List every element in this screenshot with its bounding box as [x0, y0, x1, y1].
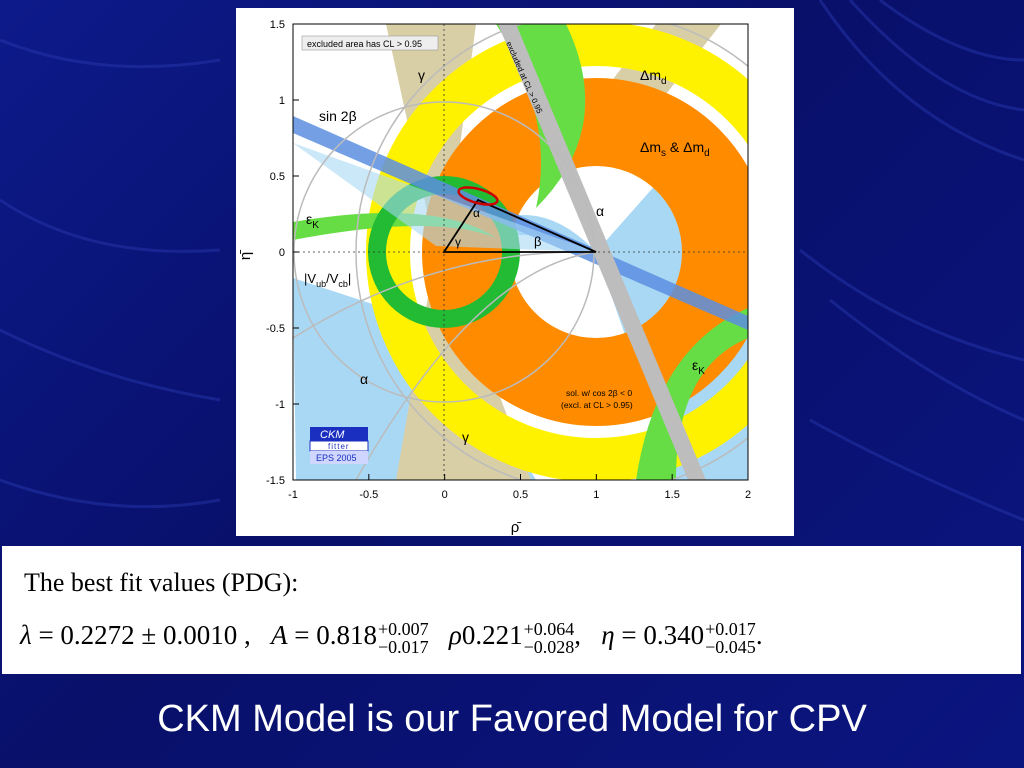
x-axis-label: ρ̄: [511, 519, 522, 536]
excluded-note: excluded area has CL > 0.95: [307, 39, 422, 49]
label-gamma-bottom: γ: [462, 429, 469, 445]
x-tick-label: 0: [442, 489, 448, 501]
x-tick-label: 0.5: [513, 489, 528, 501]
x-tick-label: 2: [745, 489, 751, 501]
rho-errors: +0.064 −0.028: [523, 619, 575, 657]
label-epsk-left: εK: [306, 211, 319, 231]
label-sol-line1: sol. w/ cos 2β < 0: [566, 388, 632, 398]
y-tick-label: 1: [279, 95, 285, 107]
y-axis-ticks: 1.5 1 0.5 0 -0.5 -1 -1.5: [266, 19, 299, 487]
x-tick-label: -0.5: [359, 489, 378, 501]
excluded-note-box: [301, 35, 439, 51]
svg-text:fitter: fitter: [328, 442, 350, 451]
label-gamma-top: γ: [418, 67, 425, 83]
sin2beta-band: [293, 116, 748, 330]
y-tick-label: 1.5: [270, 19, 285, 31]
best-fit-values-box: The best fit values (PDG): λ = 0.2272 ± …: [2, 546, 1021, 674]
a-symbol: A: [271, 620, 288, 651]
sin2beta-band-2: [293, 143, 596, 252]
unitarity-triangle: [442, 198, 597, 253]
label-sol-line2: (excl. at CL > 0.95): [561, 400, 633, 410]
rho-symbol: ρ: [448, 620, 462, 651]
fit-equation: λ = 0.2272 ± 0.0010 , A = 0.818 +0.007 −0.…: [20, 619, 763, 657]
eta-errors: +0.017 −0.045: [705, 619, 756, 657]
y-axis-label: η̄: [237, 250, 254, 260]
lambda-symbol: λ: [20, 620, 32, 651]
label-gamma-triangle: γ: [455, 235, 461, 249]
rho-value: 0.221: [461, 620, 523, 651]
fit-heading: The best fit values (PDG):: [24, 568, 299, 597]
x-tick-label: 1: [593, 489, 599, 501]
epsk-band-right: [636, 308, 748, 480]
a-errors: +0.007 −0.017: [377, 619, 429, 657]
label-vub-vcb: |Vub/Vcb|: [304, 271, 351, 289]
label-alpha-triangle: α: [473, 206, 480, 220]
label-dmd: Δmd: [640, 67, 667, 87]
svg-text:CKM: CKM: [320, 429, 345, 441]
svg-text:EPS 2005: EPS 2005: [316, 453, 357, 463]
label-dms-dmd: Δms & Δmd: [640, 139, 710, 159]
y-tick-label: -0.5: [266, 323, 285, 335]
plot-canvas: excluded area has CL > 0.95 excluded at …: [237, 19, 751, 536]
y-tick-label: -1.5: [266, 475, 285, 487]
ckm-unitarity-triangle-plot: excluded area has CL > 0.95 excluded at …: [236, 8, 794, 536]
eta-symbol: η: [601, 620, 615, 651]
x-tick-label: -1: [288, 489, 298, 501]
eta-value: = 0.340: [614, 620, 705, 651]
label-alpha-left: α: [360, 371, 368, 387]
x-tick-label: 1.5: [665, 489, 680, 501]
label-epsk-right: εK: [692, 357, 705, 377]
y-tick-label: 0: [279, 247, 285, 259]
y-tick-label: 0.5: [270, 171, 285, 183]
label-alpha-right: α: [596, 203, 604, 219]
excluded-band: [498, 24, 706, 480]
label-sin2beta: sin 2β: [319, 108, 357, 124]
x-axis-ticks: -1 -0.5 0 0.5 1 1.5 2: [288, 474, 751, 501]
label-beta: β: [534, 234, 541, 249]
a-value: = 0.818: [287, 620, 377, 651]
ckmfitter-logo: CKM fitter EPS 2005: [309, 427, 369, 464]
y-tick-label: -1: [275, 399, 285, 411]
lambda-value: = 0.2272 ± 0.0010 ,: [31, 620, 251, 651]
slide-title: CKM Model is our Favored Model for CPV: [157, 698, 867, 740]
best-fit-region: [457, 186, 499, 206]
